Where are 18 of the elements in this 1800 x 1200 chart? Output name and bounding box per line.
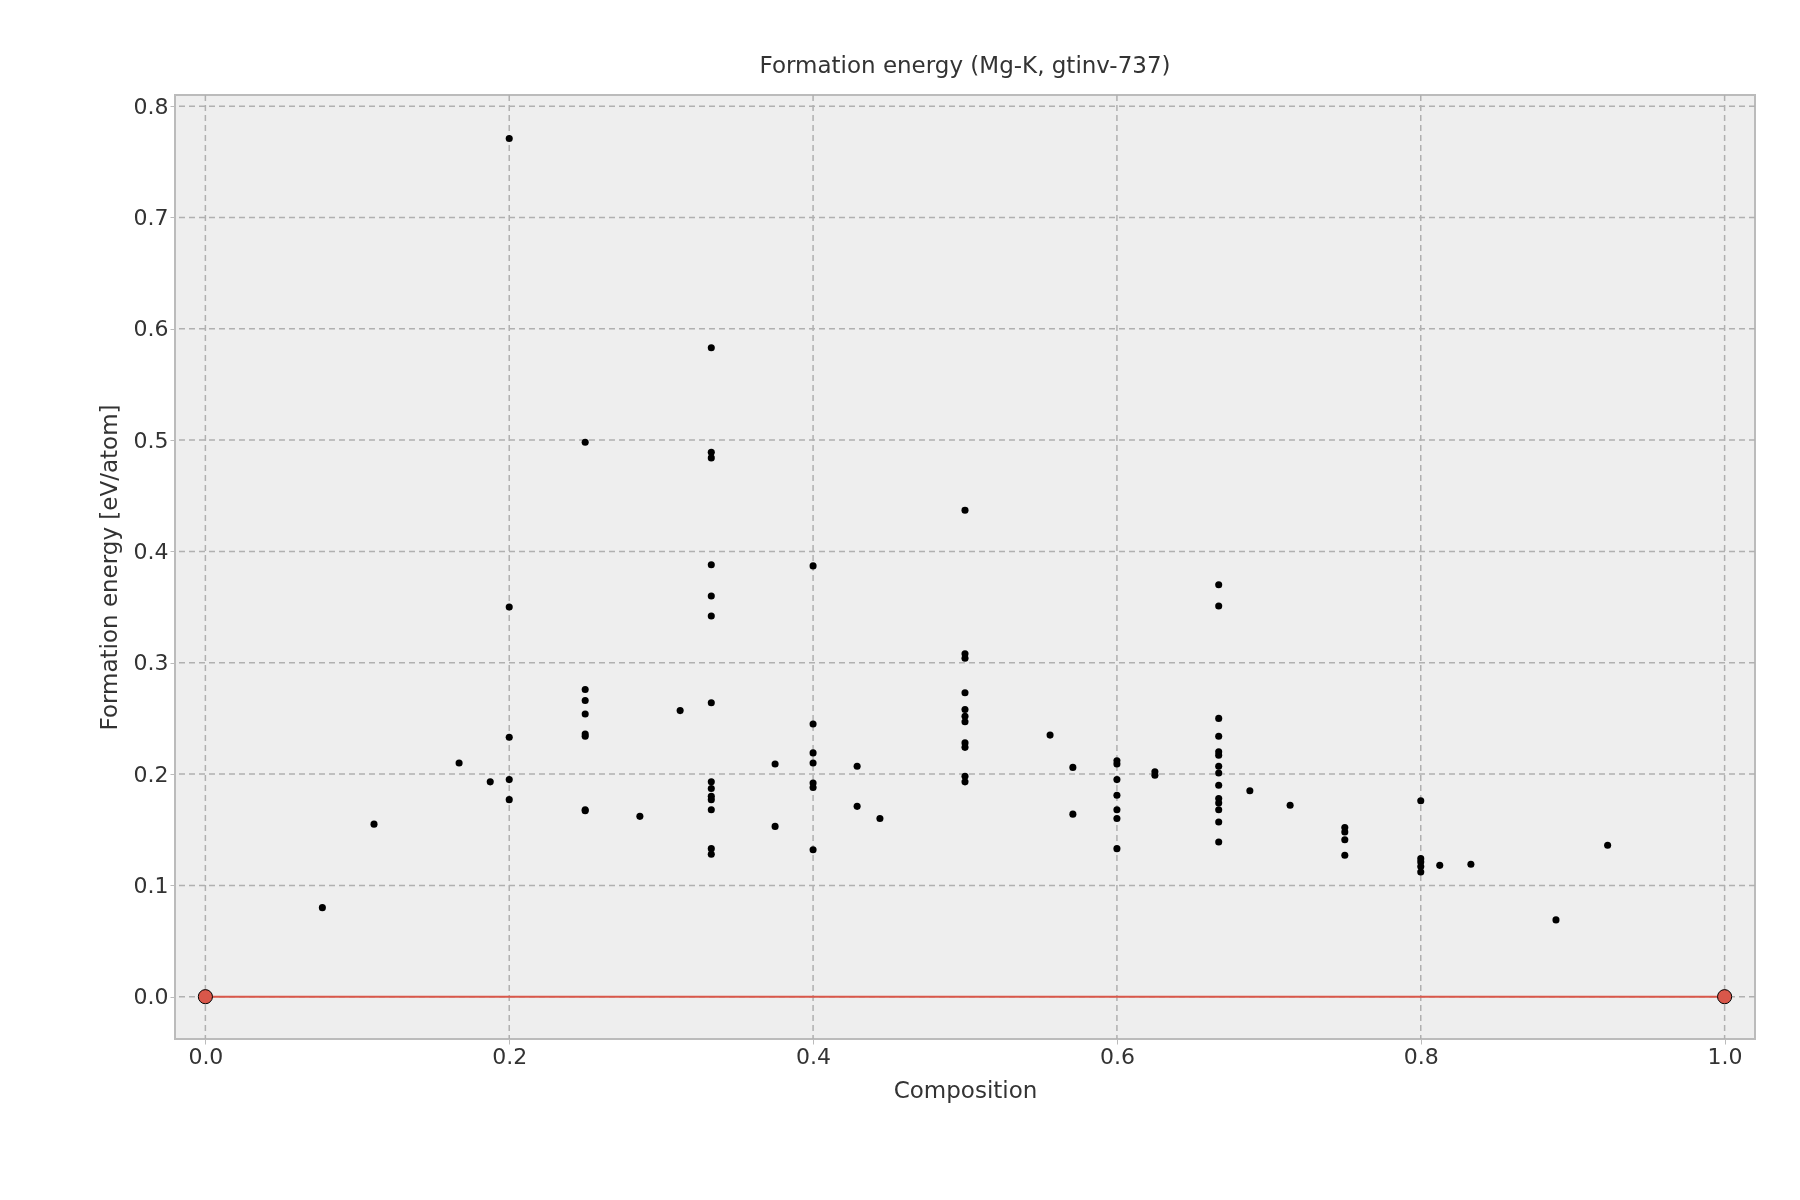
x-tick-label: 0.4 — [796, 1043, 832, 1069]
y-tick-label: 0.4 — [133, 538, 169, 564]
chart-title: Formation energy (Mg-K, gtinv-737) — [759, 52, 1171, 79]
y-tick-label: 0.0 — [133, 984, 169, 1010]
y-tick-label: 0.5 — [133, 427, 169, 453]
y-tick-label: 0.8 — [133, 93, 169, 119]
y-tick-label: 0.1 — [133, 872, 169, 898]
x-tick-label: 0.2 — [492, 1043, 528, 1069]
x-axis-title: Composition — [893, 1076, 1038, 1103]
x-tick-label: 0.8 — [1403, 1043, 1439, 1069]
y-tick-label: 0.3 — [133, 650, 169, 676]
x-tick-label: 1.0 — [1707, 1043, 1743, 1069]
x-tick-label: 0.0 — [188, 1043, 224, 1069]
y-tick-label: 0.2 — [133, 761, 169, 787]
y-tick-label: 0.7 — [133, 204, 169, 230]
y-axis-title: Formation energy [eV/atom] — [95, 404, 122, 731]
y-tick-label: 0.6 — [133, 316, 169, 342]
x-tick-label: 0.6 — [1099, 1043, 1135, 1069]
